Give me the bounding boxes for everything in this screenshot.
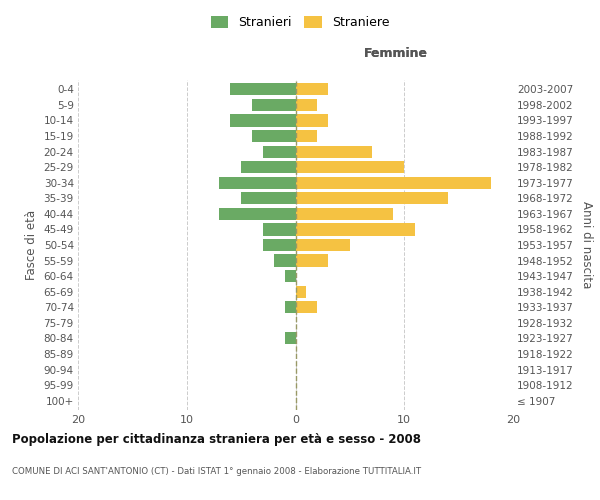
- Bar: [263, 239, 296, 251]
- Bar: [296, 286, 307, 298]
- Bar: [241, 192, 296, 204]
- Bar: [284, 332, 296, 344]
- Bar: [263, 224, 296, 235]
- Bar: [284, 270, 296, 282]
- Y-axis label: Anni di nascita: Anni di nascita: [580, 202, 593, 288]
- Bar: [252, 130, 296, 142]
- Bar: [296, 161, 404, 173]
- Bar: [296, 114, 328, 126]
- Bar: [296, 99, 317, 111]
- Bar: [296, 84, 328, 96]
- Bar: [296, 208, 394, 220]
- Bar: [296, 146, 371, 158]
- Bar: [230, 84, 296, 96]
- Bar: [296, 224, 415, 235]
- Bar: [296, 239, 350, 251]
- Bar: [296, 254, 328, 266]
- Text: Femmine: Femmine: [364, 47, 428, 60]
- Bar: [252, 99, 296, 111]
- Bar: [296, 130, 317, 142]
- Bar: [296, 176, 491, 189]
- Text: Femmine: Femmine: [364, 47, 428, 60]
- Bar: [296, 301, 317, 314]
- Bar: [230, 114, 296, 126]
- Text: COMUNE DI ACI SANT'ANTONIO (CT) - Dati ISTAT 1° gennaio 2008 - Elaborazione TUTT: COMUNE DI ACI SANT'ANTONIO (CT) - Dati I…: [12, 468, 421, 476]
- Bar: [220, 208, 296, 220]
- Bar: [263, 146, 296, 158]
- Bar: [284, 301, 296, 314]
- Bar: [296, 192, 448, 204]
- Bar: [220, 176, 296, 189]
- Bar: [274, 254, 296, 266]
- Bar: [241, 161, 296, 173]
- Text: Popolazione per cittadinanza straniera per età e sesso - 2008: Popolazione per cittadinanza straniera p…: [12, 432, 421, 446]
- Legend: Stranieri, Straniere: Stranieri, Straniere: [206, 11, 394, 34]
- Y-axis label: Fasce di età: Fasce di età: [25, 210, 38, 280]
